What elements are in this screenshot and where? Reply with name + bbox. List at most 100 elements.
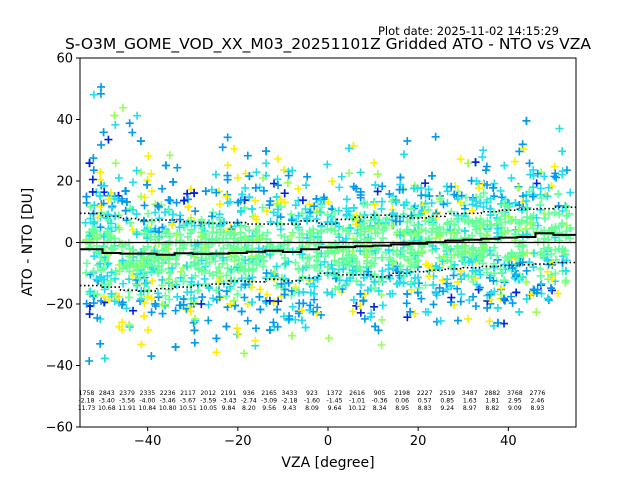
scatter-point	[200, 266, 209, 275]
scatter-point	[111, 159, 120, 168]
scatter-point	[433, 208, 442, 217]
scatter-point	[137, 192, 146, 201]
bin-std-label: 10.80	[159, 405, 177, 412]
scatter-point	[403, 136, 412, 145]
scatter-point	[406, 307, 415, 316]
scatter-point	[294, 211, 303, 220]
scatter-point	[107, 268, 116, 277]
scatter-point	[223, 255, 232, 264]
scatter-point	[215, 200, 224, 209]
scatter-point	[280, 253, 289, 262]
scatter-point	[463, 314, 472, 323]
scatter-point	[558, 170, 567, 179]
scatter-point	[507, 292, 516, 301]
scatter-point	[201, 187, 210, 196]
scatter-point	[370, 200, 379, 209]
bin-mean-label: 0.57	[418, 398, 432, 405]
scatter-point	[139, 217, 148, 226]
scatter-point	[431, 233, 440, 242]
bin-mean-label: 1.63	[463, 398, 477, 405]
scatter-point	[400, 252, 409, 261]
scatter-point	[402, 299, 411, 308]
scatter-point	[137, 168, 146, 177]
scatter-point	[352, 277, 361, 286]
bin-stat-labels: 1758-2.1811.732843-3.4010.682379-3.5611.…	[78, 390, 546, 412]
scatter-point	[85, 243, 94, 252]
scatter-point	[544, 296, 553, 305]
scatter-point	[291, 315, 300, 324]
scatter-point	[273, 154, 282, 163]
scatter-point	[537, 279, 546, 288]
bin-count-label: 936	[243, 390, 255, 397]
scatter-point	[200, 244, 209, 253]
scatter-point	[339, 265, 348, 274]
scatter-point	[349, 141, 358, 150]
scatter-point	[472, 201, 481, 210]
scatter-point	[562, 166, 571, 175]
bin-mean-label: 1.81	[485, 398, 499, 405]
bin-mean-label: -3.59	[200, 398, 216, 405]
scatter-point	[82, 198, 91, 207]
bin-std-label: 10.05	[199, 405, 217, 412]
scatter-point	[161, 291, 170, 300]
scatter-point	[96, 339, 105, 348]
scatter-point	[215, 263, 224, 272]
scatter-point	[388, 221, 397, 230]
scatter-point	[526, 290, 535, 299]
scatter-point	[97, 208, 106, 217]
scatter-point	[305, 253, 314, 262]
scatter-point	[500, 161, 509, 170]
scatter-point	[272, 281, 281, 290]
scatter-point	[180, 196, 189, 205]
scatter-point	[305, 261, 314, 270]
scatter-point	[287, 210, 296, 219]
scatter-point	[517, 206, 526, 215]
scatter-point	[128, 128, 137, 137]
scatter-point	[370, 277, 379, 286]
scatter-point	[349, 203, 358, 212]
scatter-point	[540, 209, 549, 218]
bin-count-label: 2616	[349, 390, 365, 397]
scatter-point	[363, 200, 372, 209]
scatter-point	[371, 278, 380, 287]
scatter-point	[384, 246, 393, 255]
scatter-point	[377, 315, 386, 324]
bin-std-label: 8.83	[418, 405, 432, 412]
mean-line	[80, 232, 576, 256]
scatter-point	[500, 276, 509, 285]
plot-date: Plot date: 2025-11-02 14:15:29	[378, 24, 559, 38]
scatter-point	[526, 219, 535, 228]
scatter-point	[97, 82, 106, 91]
scatter-point	[240, 349, 249, 358]
scatter-point	[306, 301, 315, 310]
scatter-point	[222, 271, 231, 280]
scatter-point	[212, 334, 221, 343]
bin-std-label: 9.43	[283, 405, 297, 412]
scatter-point	[262, 269, 271, 278]
scatter-point	[85, 357, 94, 366]
scatter-point	[411, 309, 420, 318]
scatter-point	[335, 233, 344, 242]
scatter-point	[359, 296, 368, 305]
scatter-point	[429, 280, 438, 289]
scatter-point	[126, 218, 135, 227]
scatter-point	[396, 173, 405, 182]
scatter-point	[400, 239, 409, 248]
scatter-point	[118, 196, 127, 205]
x-tick-label: 0	[324, 434, 332, 449]
scatter-point	[110, 111, 119, 120]
bin-std-label: 10.51	[179, 405, 197, 412]
scatter-point	[551, 255, 560, 264]
scatter-point	[211, 170, 220, 179]
scatter-point	[165, 252, 174, 261]
scatter-point	[147, 217, 156, 226]
scatter-point	[115, 322, 124, 331]
scatter-point	[128, 205, 137, 214]
scatter-point	[428, 262, 437, 271]
scatter-point	[243, 299, 252, 308]
scatter-point	[147, 352, 156, 361]
bin-std-label: 10.84	[139, 405, 157, 412]
scatter-point	[543, 192, 552, 201]
scatter-point	[551, 269, 560, 278]
